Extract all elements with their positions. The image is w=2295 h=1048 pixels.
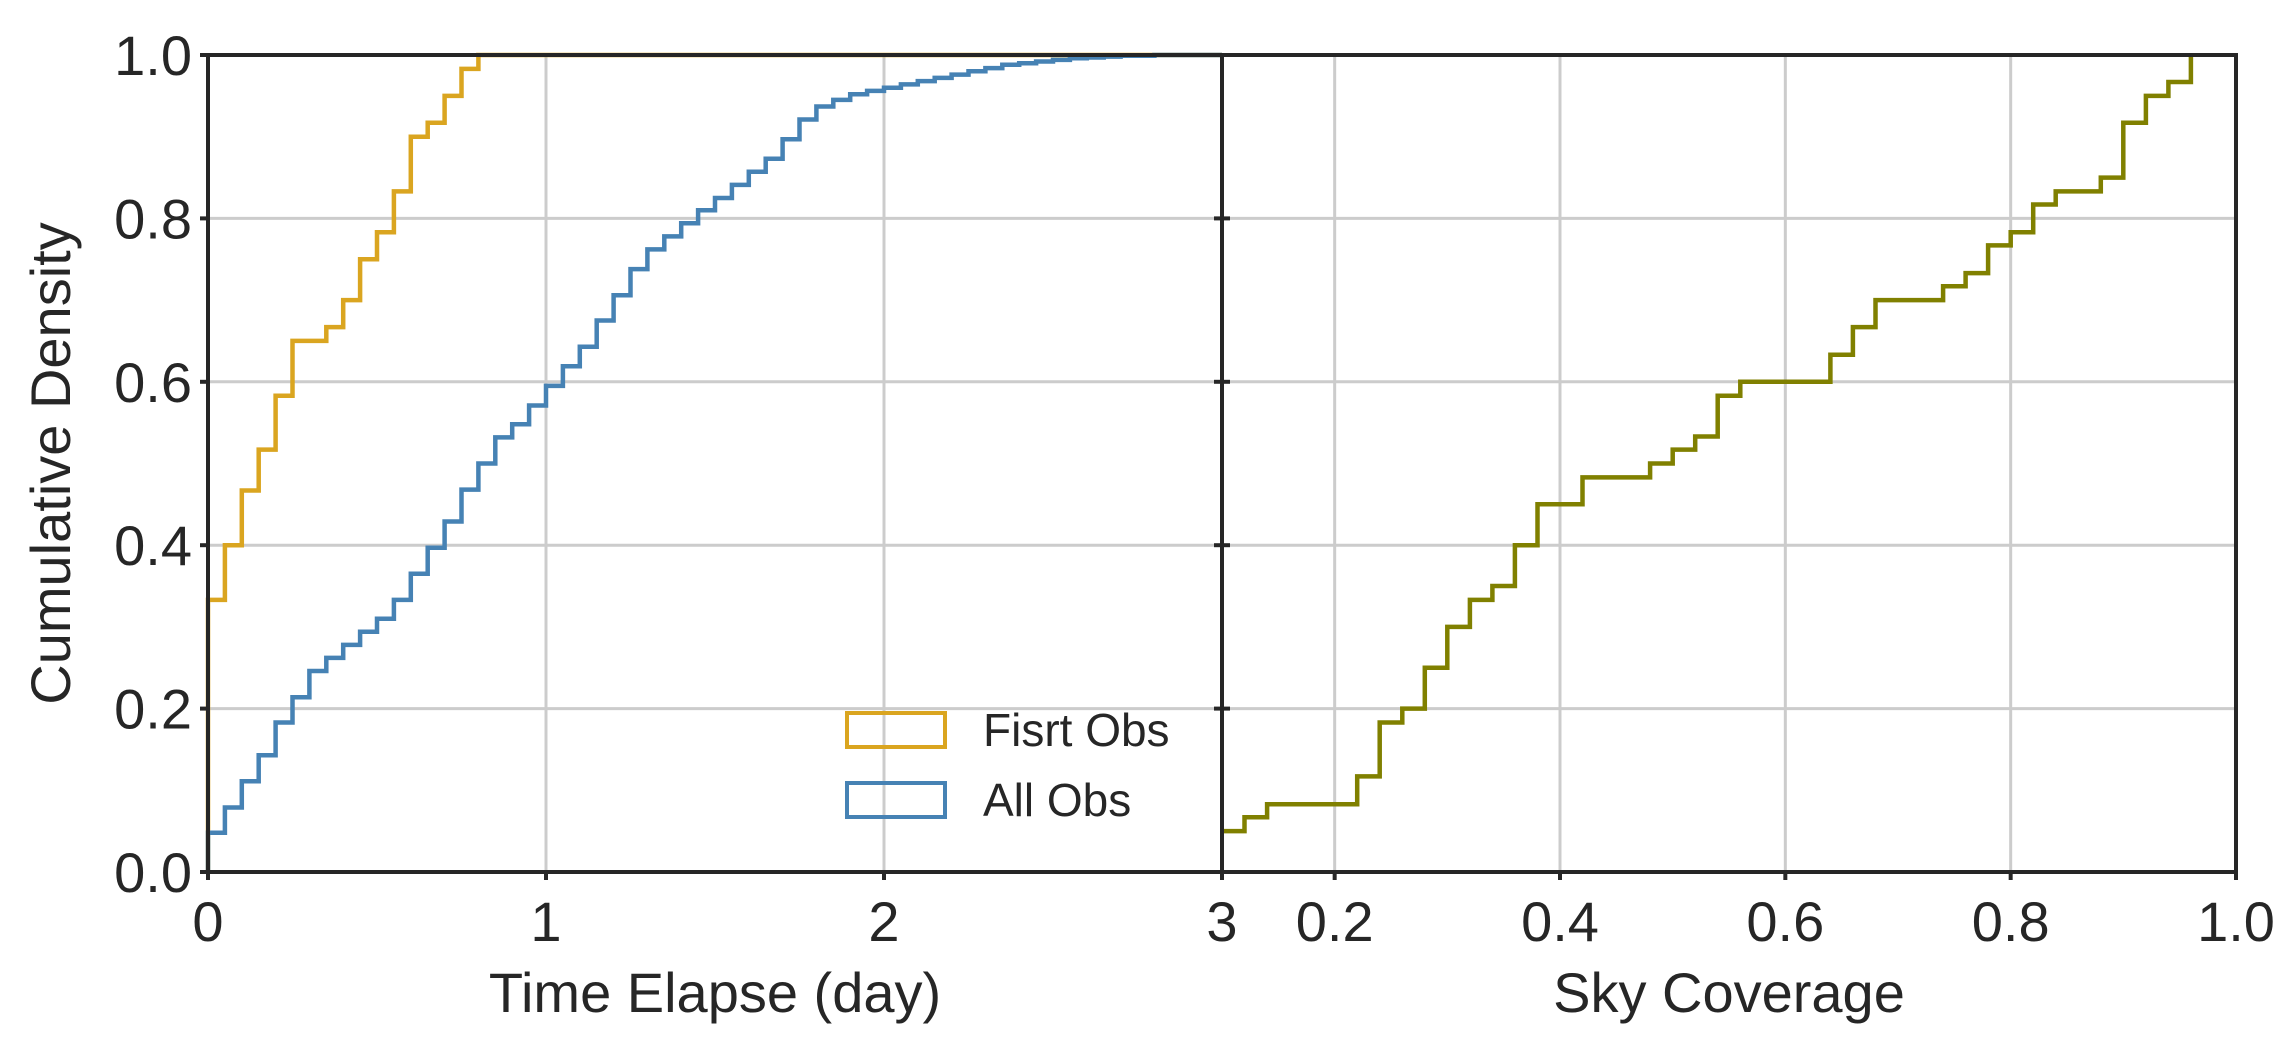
sky-xlabel: Sky Coverage	[1553, 961, 1905, 1024]
axis-labels: Time Elapse (day) Sky Coverage Cumulative …	[19, 222, 1905, 1024]
sky-xtick-label-2: 0.6	[1746, 890, 1824, 953]
time-xtick-label-3: 3	[1206, 890, 1237, 953]
sky-frame	[1220, 53, 2238, 874]
legend-swatch-0	[845, 711, 947, 749]
sky-xtick-label-4: 1.0	[2197, 890, 2275, 953]
time-ytick-label-2: 0.4	[114, 514, 192, 577]
sky-coverage-panel: 0.2 0.4 0.6 0.8 1.0	[1214, 53, 2275, 953]
ylabel: Cumulative Density	[19, 222, 82, 704]
legend-swatch-1	[845, 781, 947, 819]
time-xtick-label-2: 2	[868, 890, 899, 953]
time-series-fisrt-obs	[205, 52, 1222, 872]
time-ytick-label-4: 0.8	[114, 187, 192, 250]
legend-label-1: All Obs	[983, 774, 1131, 826]
legend: Fisrt Obs All Obs	[845, 704, 1170, 826]
sky-series-sky-coverage	[1222, 55, 2194, 834]
sky-xtick-label-0: 0.2	[1296, 890, 1374, 953]
time-xlabel: Time Elapse (day)	[489, 961, 941, 1024]
sky-xtick-label-1: 0.4	[1521, 890, 1599, 953]
time-xtick-label-1: 1	[530, 890, 561, 953]
time-ytick-label-3: 0.6	[114, 351, 192, 414]
legend-label-0: Fisrt Obs	[983, 704, 1170, 756]
sky-xtick-label-3: 0.8	[1972, 890, 2050, 953]
time-ytick-label-0: 0.0	[114, 841, 192, 904]
time-xtick-label-0: 0	[192, 890, 223, 953]
time-ytick-label-1: 0.2	[114, 678, 192, 741]
time-ytick-label-5: 1.0	[114, 24, 192, 87]
time-series-all-obs	[205, 52, 1222, 872]
